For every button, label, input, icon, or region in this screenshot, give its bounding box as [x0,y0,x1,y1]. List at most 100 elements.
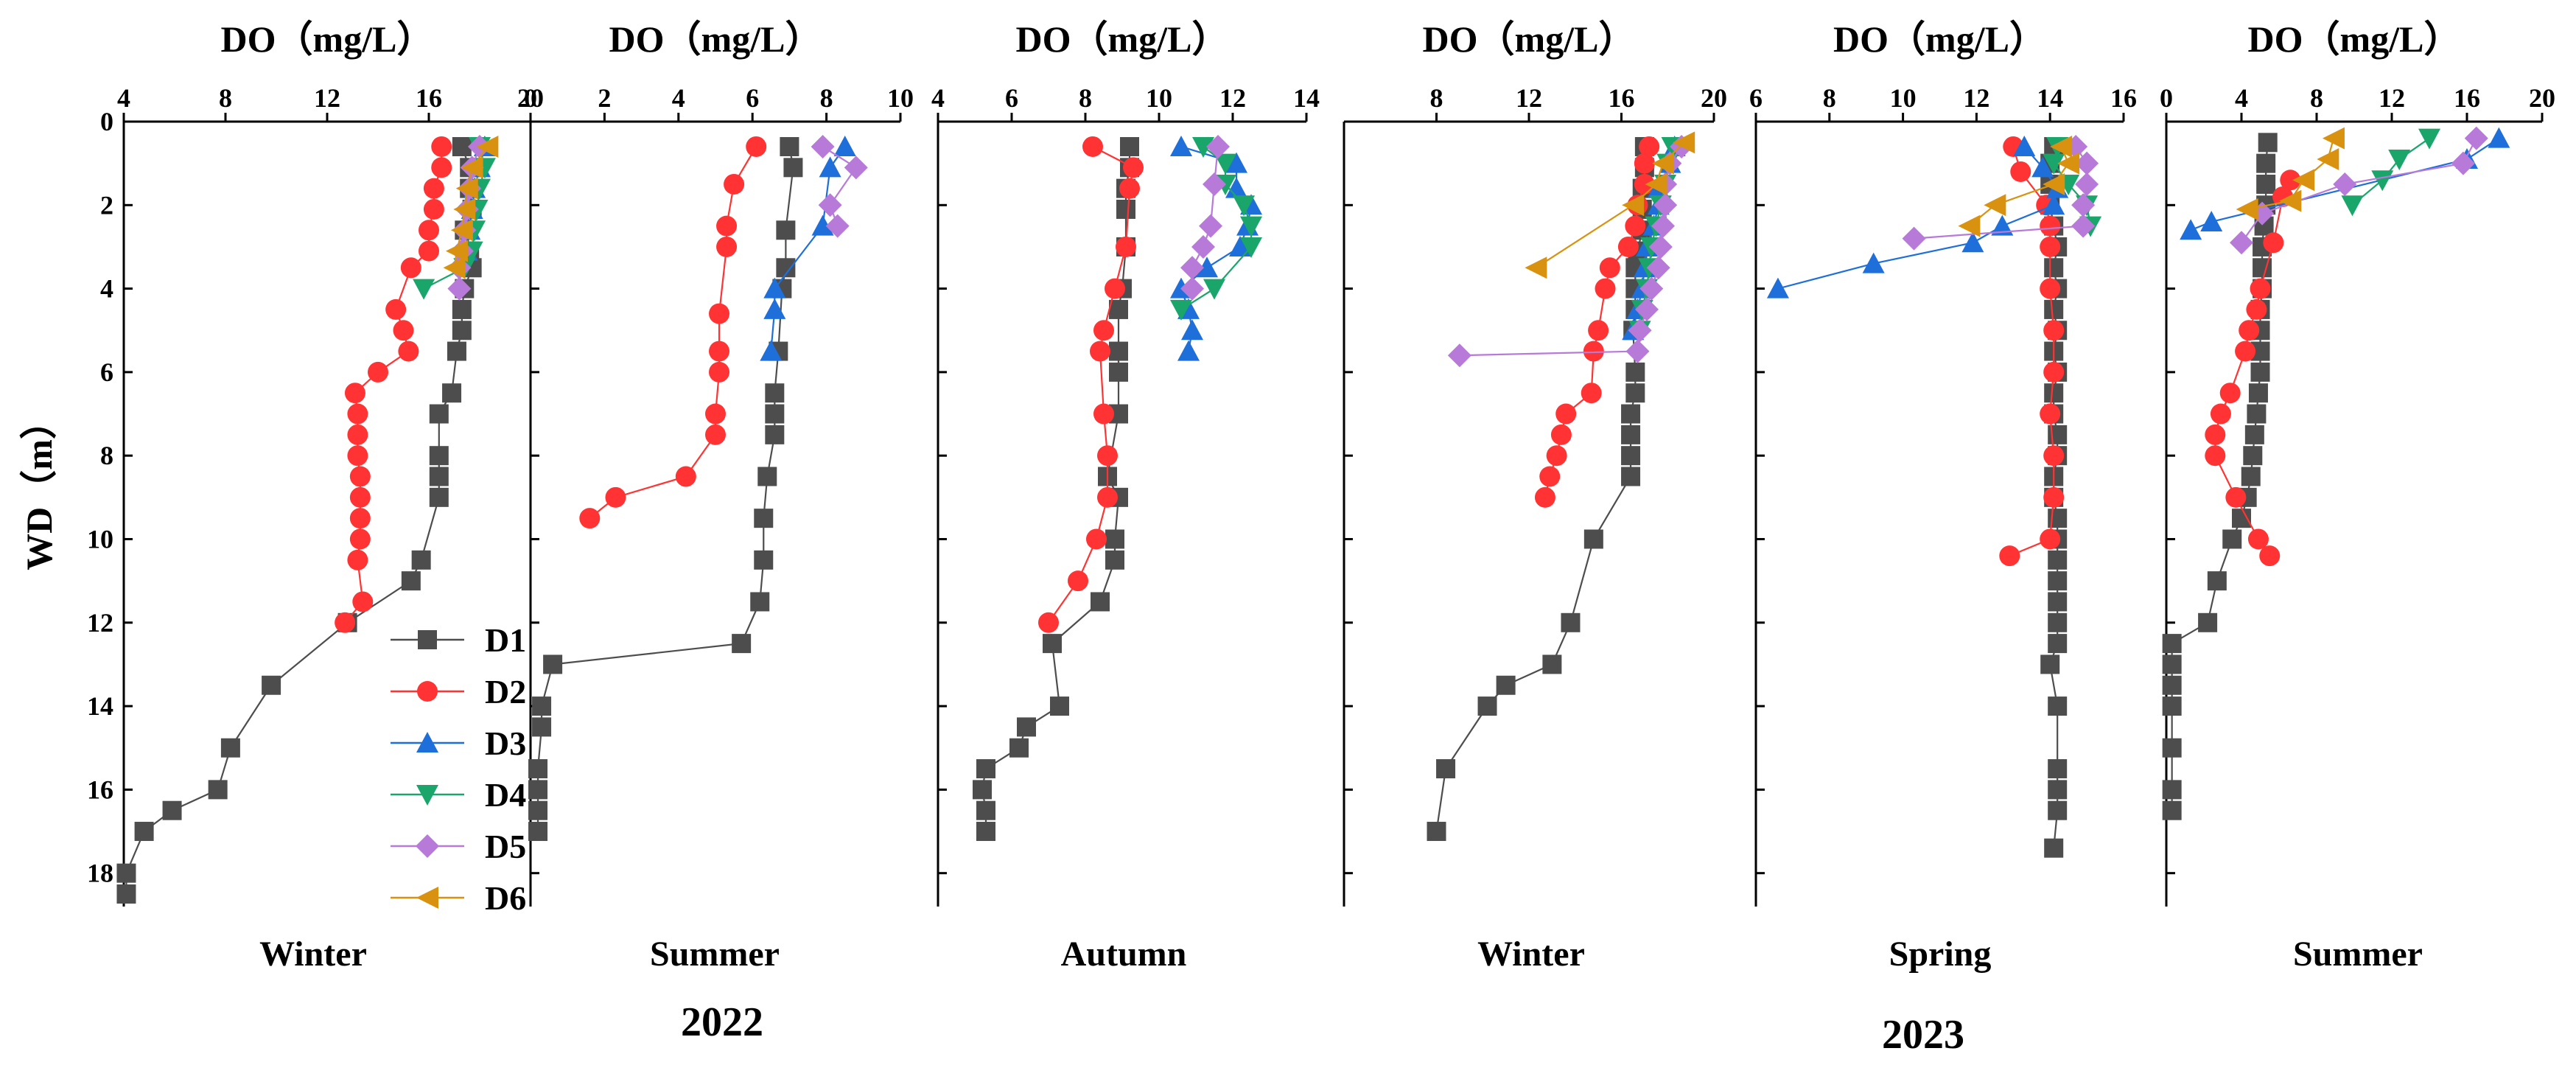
data-point [2464,126,2488,150]
legend-marker [416,834,439,858]
data-point [1086,528,1107,550]
x-tick-label: 20 [1701,83,1727,113]
x-tick-label: 10 [1146,83,1172,113]
data-point [1588,320,1609,341]
data-point [1191,234,1215,259]
data-point [2219,383,2241,404]
y-tick-label: 0 [100,107,113,136]
data-point [2200,210,2223,231]
data-point [1050,696,1069,716]
x-tick-label: 6 [1005,83,1018,113]
data-point [1583,529,1603,549]
data-point [1170,135,1192,156]
data-point [1628,318,1652,343]
data-point [2259,545,2281,567]
panel-4: 8 12 16 20 DO（mg/L） Winter [1343,18,1727,974]
series-d4 [1170,136,1262,321]
data-point [2057,152,2080,175]
data-point [349,528,371,550]
data-point [2048,634,2068,654]
x-axis-title: DO（mg/L） [2248,18,2461,60]
data-point [705,424,726,445]
data-point [783,158,803,178]
data-point [1617,236,1639,257]
data-point [349,508,371,529]
data-point [400,257,421,279]
data-point [2162,780,2182,800]
data-point [2162,738,2182,758]
data-point [1180,256,1204,280]
data-point [2488,127,2510,148]
data-point [1177,340,1200,361]
x-tick-label: 20 [2529,83,2555,113]
x-axis-title: DO（mg/L） [1016,18,1229,60]
series-line [2351,137,2430,206]
season-label: Summer [2293,935,2423,974]
data-point [1170,299,1192,321]
data-point [543,654,563,674]
data-point [1427,822,1446,842]
data-point [1093,403,1114,425]
x-tick-label: 16 [1609,83,1635,113]
data-point [709,303,730,324]
panel-1: 4 8 12 16 20 DO（mg/L） 0 2 4 6 8 10 12 14 16 18 Winter [87,18,544,974]
data-point [2044,258,2064,278]
data-point [2205,445,2226,467]
x-tick-label: 8 [2310,83,2323,113]
data-point [973,780,992,800]
x-tick-label: 4 [672,83,685,113]
data-point [2075,151,2099,175]
data-point [1123,157,1144,178]
data-point [2075,172,2099,196]
data-point [2043,153,2065,175]
x-axis-title: DO（mg/L） [1423,18,1636,60]
data-point [2210,403,2231,425]
series-d1 [528,136,803,842]
panel-5: 6 8 10 12 14 16 DO（mg/L） Spring [1749,18,2137,974]
data-point [1091,592,1110,612]
data-point [2322,127,2345,150]
x-tick-label: 8 [1079,83,1092,113]
data-point [411,550,431,570]
data-point [1043,634,1062,654]
data-point [2048,696,2068,716]
data-point [1621,425,1641,444]
y-tick-label: 12 [87,608,113,638]
data-point [423,198,444,220]
data-point [1105,550,1124,570]
data-point [2071,214,2096,238]
data-point [1599,257,1620,279]
series-line [1544,146,1651,498]
data-point [476,135,499,158]
legend-marker [416,887,438,909]
y-tick-label: 4 [100,274,113,304]
legend: D1 D2 D3 D4 D5 D6 [391,621,526,917]
series-d5 [811,134,868,238]
data-point [1622,194,1645,217]
legend-marker [417,681,438,702]
x-tick-label: 16 [2454,83,2480,113]
data-point [1447,343,1471,368]
x-tick-label: 12 [1516,83,1542,113]
data-point [2013,135,2036,156]
data-point [2162,800,2182,820]
data-point [2388,149,2411,170]
series-line [589,146,757,520]
data-point [393,320,414,341]
data-point [447,276,472,301]
data-point [2040,236,2061,257]
data-point [349,486,371,508]
series-d2 [579,136,767,529]
data-point [1105,529,1124,549]
data-point [2241,467,2261,486]
y-tick-label: 6 [100,357,113,387]
legend-marker [418,630,437,649]
data-point [1203,172,1226,196]
data-point [2040,528,2061,550]
series-d5 [1180,134,1230,301]
x-tick-label: 8 [1430,83,1443,113]
data-point [1634,153,1655,174]
x-tick-label: 20 [517,83,544,113]
data-point [2198,612,2218,632]
